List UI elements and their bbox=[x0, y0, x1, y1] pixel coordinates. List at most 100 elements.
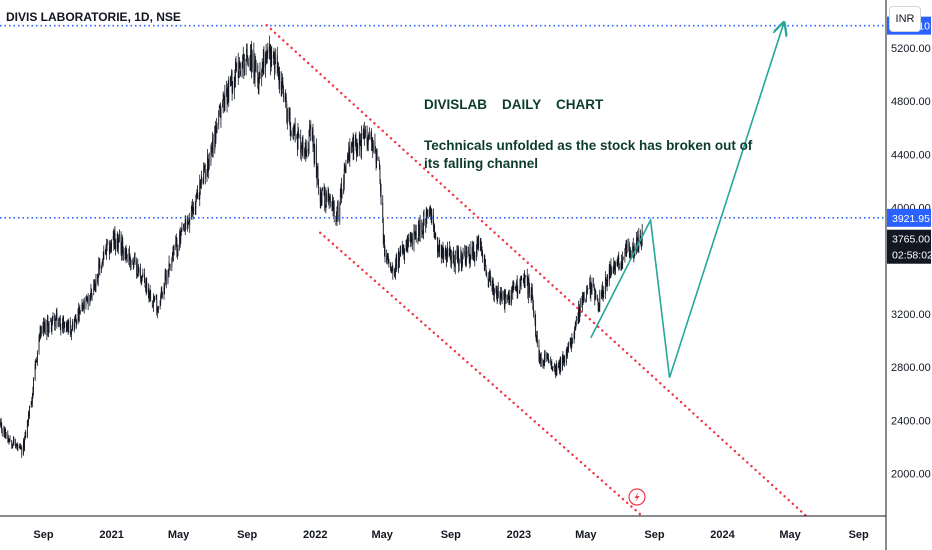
candle-body bbox=[332, 199, 333, 210]
candle-body bbox=[187, 221, 189, 225]
candle-body bbox=[117, 236, 119, 248]
projection-path[interactable] bbox=[590, 23, 784, 378]
candle-body bbox=[119, 234, 120, 239]
candle-body bbox=[372, 146, 374, 151]
candle-body bbox=[168, 273, 169, 275]
candle-body bbox=[133, 259, 135, 262]
candle-body bbox=[137, 265, 139, 271]
candle-body bbox=[265, 51, 267, 56]
candle-body bbox=[376, 154, 378, 166]
candle-body bbox=[449, 248, 451, 256]
candle-body bbox=[622, 256, 624, 258]
projection-polyline[interactable] bbox=[590, 23, 784, 378]
candle-body bbox=[305, 151, 307, 156]
candle-body bbox=[128, 253, 130, 262]
candle-body bbox=[73, 322, 75, 328]
candle-body bbox=[115, 239, 116, 251]
candle-body bbox=[15, 443, 17, 448]
candle-body bbox=[480, 240, 482, 245]
candle-body bbox=[446, 248, 448, 260]
candle-body bbox=[242, 54, 244, 60]
candle-body bbox=[478, 240, 480, 245]
candle-body bbox=[536, 336, 538, 345]
candle-body bbox=[144, 284, 146, 288]
candle-body bbox=[409, 238, 411, 241]
candle-body bbox=[609, 264, 611, 277]
plot-area[interactable] bbox=[0, 23, 886, 527]
candle-body bbox=[246, 49, 248, 59]
x-tick-label: Sep bbox=[644, 529, 664, 541]
candle-body bbox=[102, 257, 104, 262]
candle-body bbox=[363, 131, 365, 136]
candle-body bbox=[58, 319, 60, 323]
candle-body bbox=[24, 438, 25, 449]
candle-body bbox=[390, 263, 391, 270]
candle-body bbox=[386, 257, 388, 263]
candle-body bbox=[630, 253, 631, 254]
currency-button[interactable]: INR bbox=[889, 6, 921, 32]
y-tick-label: 5200.00 bbox=[891, 43, 931, 55]
candle-body bbox=[269, 44, 270, 52]
candle-body bbox=[476, 250, 477, 254]
candle-body bbox=[505, 295, 507, 300]
note-line-1[interactable]: Technicals unfolded as the stock has bro… bbox=[424, 138, 753, 153]
candle-body bbox=[357, 145, 359, 150]
candle-body bbox=[374, 141, 376, 154]
candle-body bbox=[60, 329, 62, 331]
falling-channel[interactable] bbox=[265, 24, 818, 526]
candle-body bbox=[608, 269, 610, 282]
candle-body bbox=[165, 273, 167, 277]
candle-body bbox=[531, 287, 533, 297]
horizontal-levels[interactable] bbox=[0, 24, 886, 219]
candle-body bbox=[306, 148, 308, 153]
candle-body bbox=[341, 192, 343, 198]
candle-body bbox=[144, 274, 145, 283]
candle-body bbox=[431, 214, 433, 224]
candle-body bbox=[91, 289, 92, 295]
note-line-2[interactable]: its falling channel bbox=[424, 156, 538, 171]
candle-body bbox=[163, 287, 165, 294]
candle-body bbox=[4, 428, 6, 434]
candle-body bbox=[368, 135, 370, 137]
candle-body bbox=[529, 283, 530, 294]
y-tick-label: 3200.00 bbox=[891, 309, 931, 321]
candle-body bbox=[148, 288, 149, 294]
x-axis[interactable]: Sep 2021 May Sep 2022 May Sep 2023 May Sep 2024 May… bbox=[33, 529, 869, 541]
candle-body bbox=[573, 333, 575, 338]
candle-body bbox=[149, 296, 150, 298]
candle-body bbox=[336, 218, 337, 221]
candle-body bbox=[237, 61, 239, 79]
candle-body bbox=[54, 316, 56, 327]
candle-body bbox=[559, 359, 561, 374]
candle-body bbox=[214, 126, 216, 151]
channel-upper-line[interactable] bbox=[265, 24, 818, 526]
candle-body bbox=[399, 252, 401, 256]
event-lightning-icon[interactable] bbox=[628, 488, 646, 506]
candle-body bbox=[587, 288, 589, 290]
candle-body bbox=[218, 107, 220, 109]
candle-body bbox=[508, 296, 510, 301]
candle-body bbox=[532, 305, 534, 314]
candle-body bbox=[165, 275, 167, 285]
y-axis[interactable]: 2000.002400.002800.003200.004000.004400.… bbox=[891, 43, 931, 481]
candle-body bbox=[497, 285, 499, 297]
candle-body bbox=[332, 203, 334, 209]
chart-heading-note[interactable]: DIVISLAB DAILY CHART bbox=[424, 97, 604, 112]
candle-body bbox=[289, 113, 290, 121]
candle-body bbox=[183, 225, 185, 229]
candle-body bbox=[453, 252, 454, 256]
candle-body bbox=[183, 224, 184, 227]
candle-body bbox=[16, 445, 18, 447]
candle-body bbox=[275, 57, 277, 64]
candle-body bbox=[93, 279, 95, 285]
candle-body bbox=[406, 239, 408, 252]
x-tick-label: Sep bbox=[237, 529, 257, 541]
candle-body bbox=[25, 431, 27, 437]
candle-body bbox=[271, 55, 273, 59]
channel-lower-line[interactable] bbox=[319, 231, 644, 516]
candle-body bbox=[17, 446, 19, 449]
candle-body bbox=[223, 96, 225, 109]
candle-body bbox=[379, 168, 381, 182]
candle-body bbox=[23, 441, 24, 455]
